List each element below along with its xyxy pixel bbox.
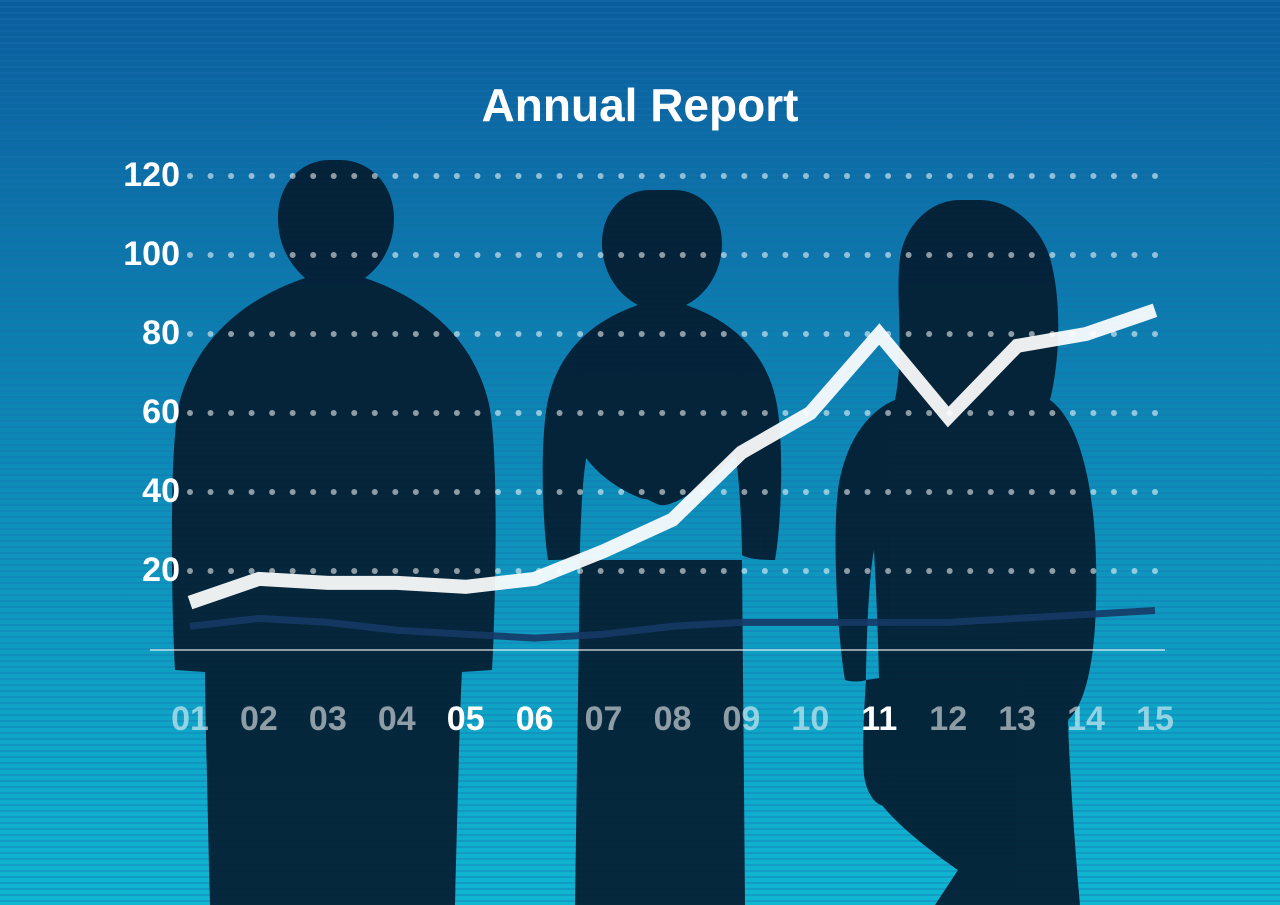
x-tick-label: 01 [158,700,222,739]
y-tick-label: 120 [90,156,180,195]
x-tick-label: 08 [641,700,705,739]
x-tick-label: 06 [503,700,567,739]
y-tick-label: 20 [90,551,180,590]
series-group [190,310,1155,638]
x-tick-label: 10 [778,700,842,739]
x-tick-label: 04 [365,700,429,739]
series-secondary [190,611,1155,639]
x-tick-label: 09 [709,700,773,739]
x-tick-label: 15 [1123,700,1187,739]
x-tick-label: 05 [434,700,498,739]
x-tick-label: 12 [916,700,980,739]
y-tick-label: 80 [90,314,180,353]
x-tick-label: 13 [985,700,1049,739]
x-tick-label: 02 [227,700,291,739]
x-tick-label: 14 [1054,700,1118,739]
y-tick-label: 100 [90,235,180,274]
series-main [190,310,1155,602]
x-tick-label: 03 [296,700,360,739]
x-tick-label: 11 [847,700,911,739]
x-tick-label: 07 [572,700,636,739]
chart [0,0,1280,905]
annual-report-infographic: Annual Report 20406080100120 01020304050… [0,0,1280,905]
y-tick-label: 60 [90,393,180,432]
y-tick-label: 40 [90,472,180,511]
